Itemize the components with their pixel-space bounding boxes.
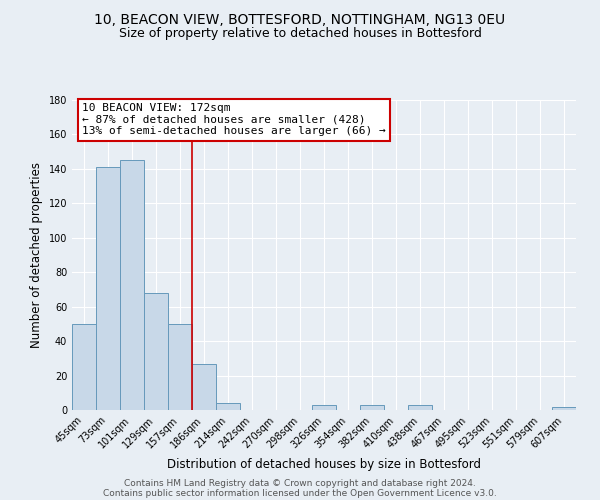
Text: 10 BEACON VIEW: 172sqm
← 87% of detached houses are smaller (428)
13% of semi-de: 10 BEACON VIEW: 172sqm ← 87% of detached… bbox=[82, 103, 386, 136]
Text: Size of property relative to detached houses in Bottesford: Size of property relative to detached ho… bbox=[119, 28, 481, 40]
Text: Contains public sector information licensed under the Open Government Licence v3: Contains public sector information licen… bbox=[103, 488, 497, 498]
Bar bbox=[168, 324, 192, 410]
Bar bbox=[96, 167, 120, 410]
Text: Contains HM Land Registry data © Crown copyright and database right 2024.: Contains HM Land Registry data © Crown c… bbox=[124, 478, 476, 488]
Bar bbox=[360, 405, 384, 410]
Bar bbox=[312, 405, 336, 410]
Bar bbox=[120, 160, 144, 410]
Bar bbox=[408, 405, 432, 410]
X-axis label: Distribution of detached houses by size in Bottesford: Distribution of detached houses by size … bbox=[167, 458, 481, 471]
Y-axis label: Number of detached properties: Number of detached properties bbox=[30, 162, 43, 348]
Bar bbox=[72, 324, 96, 410]
Text: 10, BEACON VIEW, BOTTESFORD, NOTTINGHAM, NG13 0EU: 10, BEACON VIEW, BOTTESFORD, NOTTINGHAM,… bbox=[94, 12, 506, 26]
Bar bbox=[552, 406, 576, 410]
Bar bbox=[144, 293, 168, 410]
Bar bbox=[216, 403, 240, 410]
Bar bbox=[192, 364, 216, 410]
